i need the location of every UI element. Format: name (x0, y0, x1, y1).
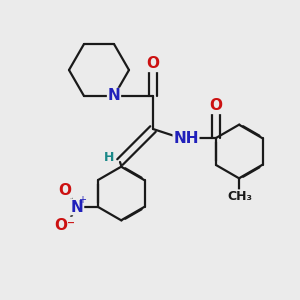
Text: O: O (58, 183, 72, 198)
Text: O: O (209, 98, 223, 113)
Text: N: N (108, 88, 120, 104)
Text: CH₃: CH₃ (227, 190, 252, 203)
Text: H: H (104, 151, 115, 164)
Text: O: O (146, 56, 160, 71)
Text: +: + (79, 195, 86, 206)
Text: O⁻: O⁻ (55, 218, 76, 232)
Text: NH: NH (173, 130, 199, 146)
Text: N: N (71, 200, 83, 214)
